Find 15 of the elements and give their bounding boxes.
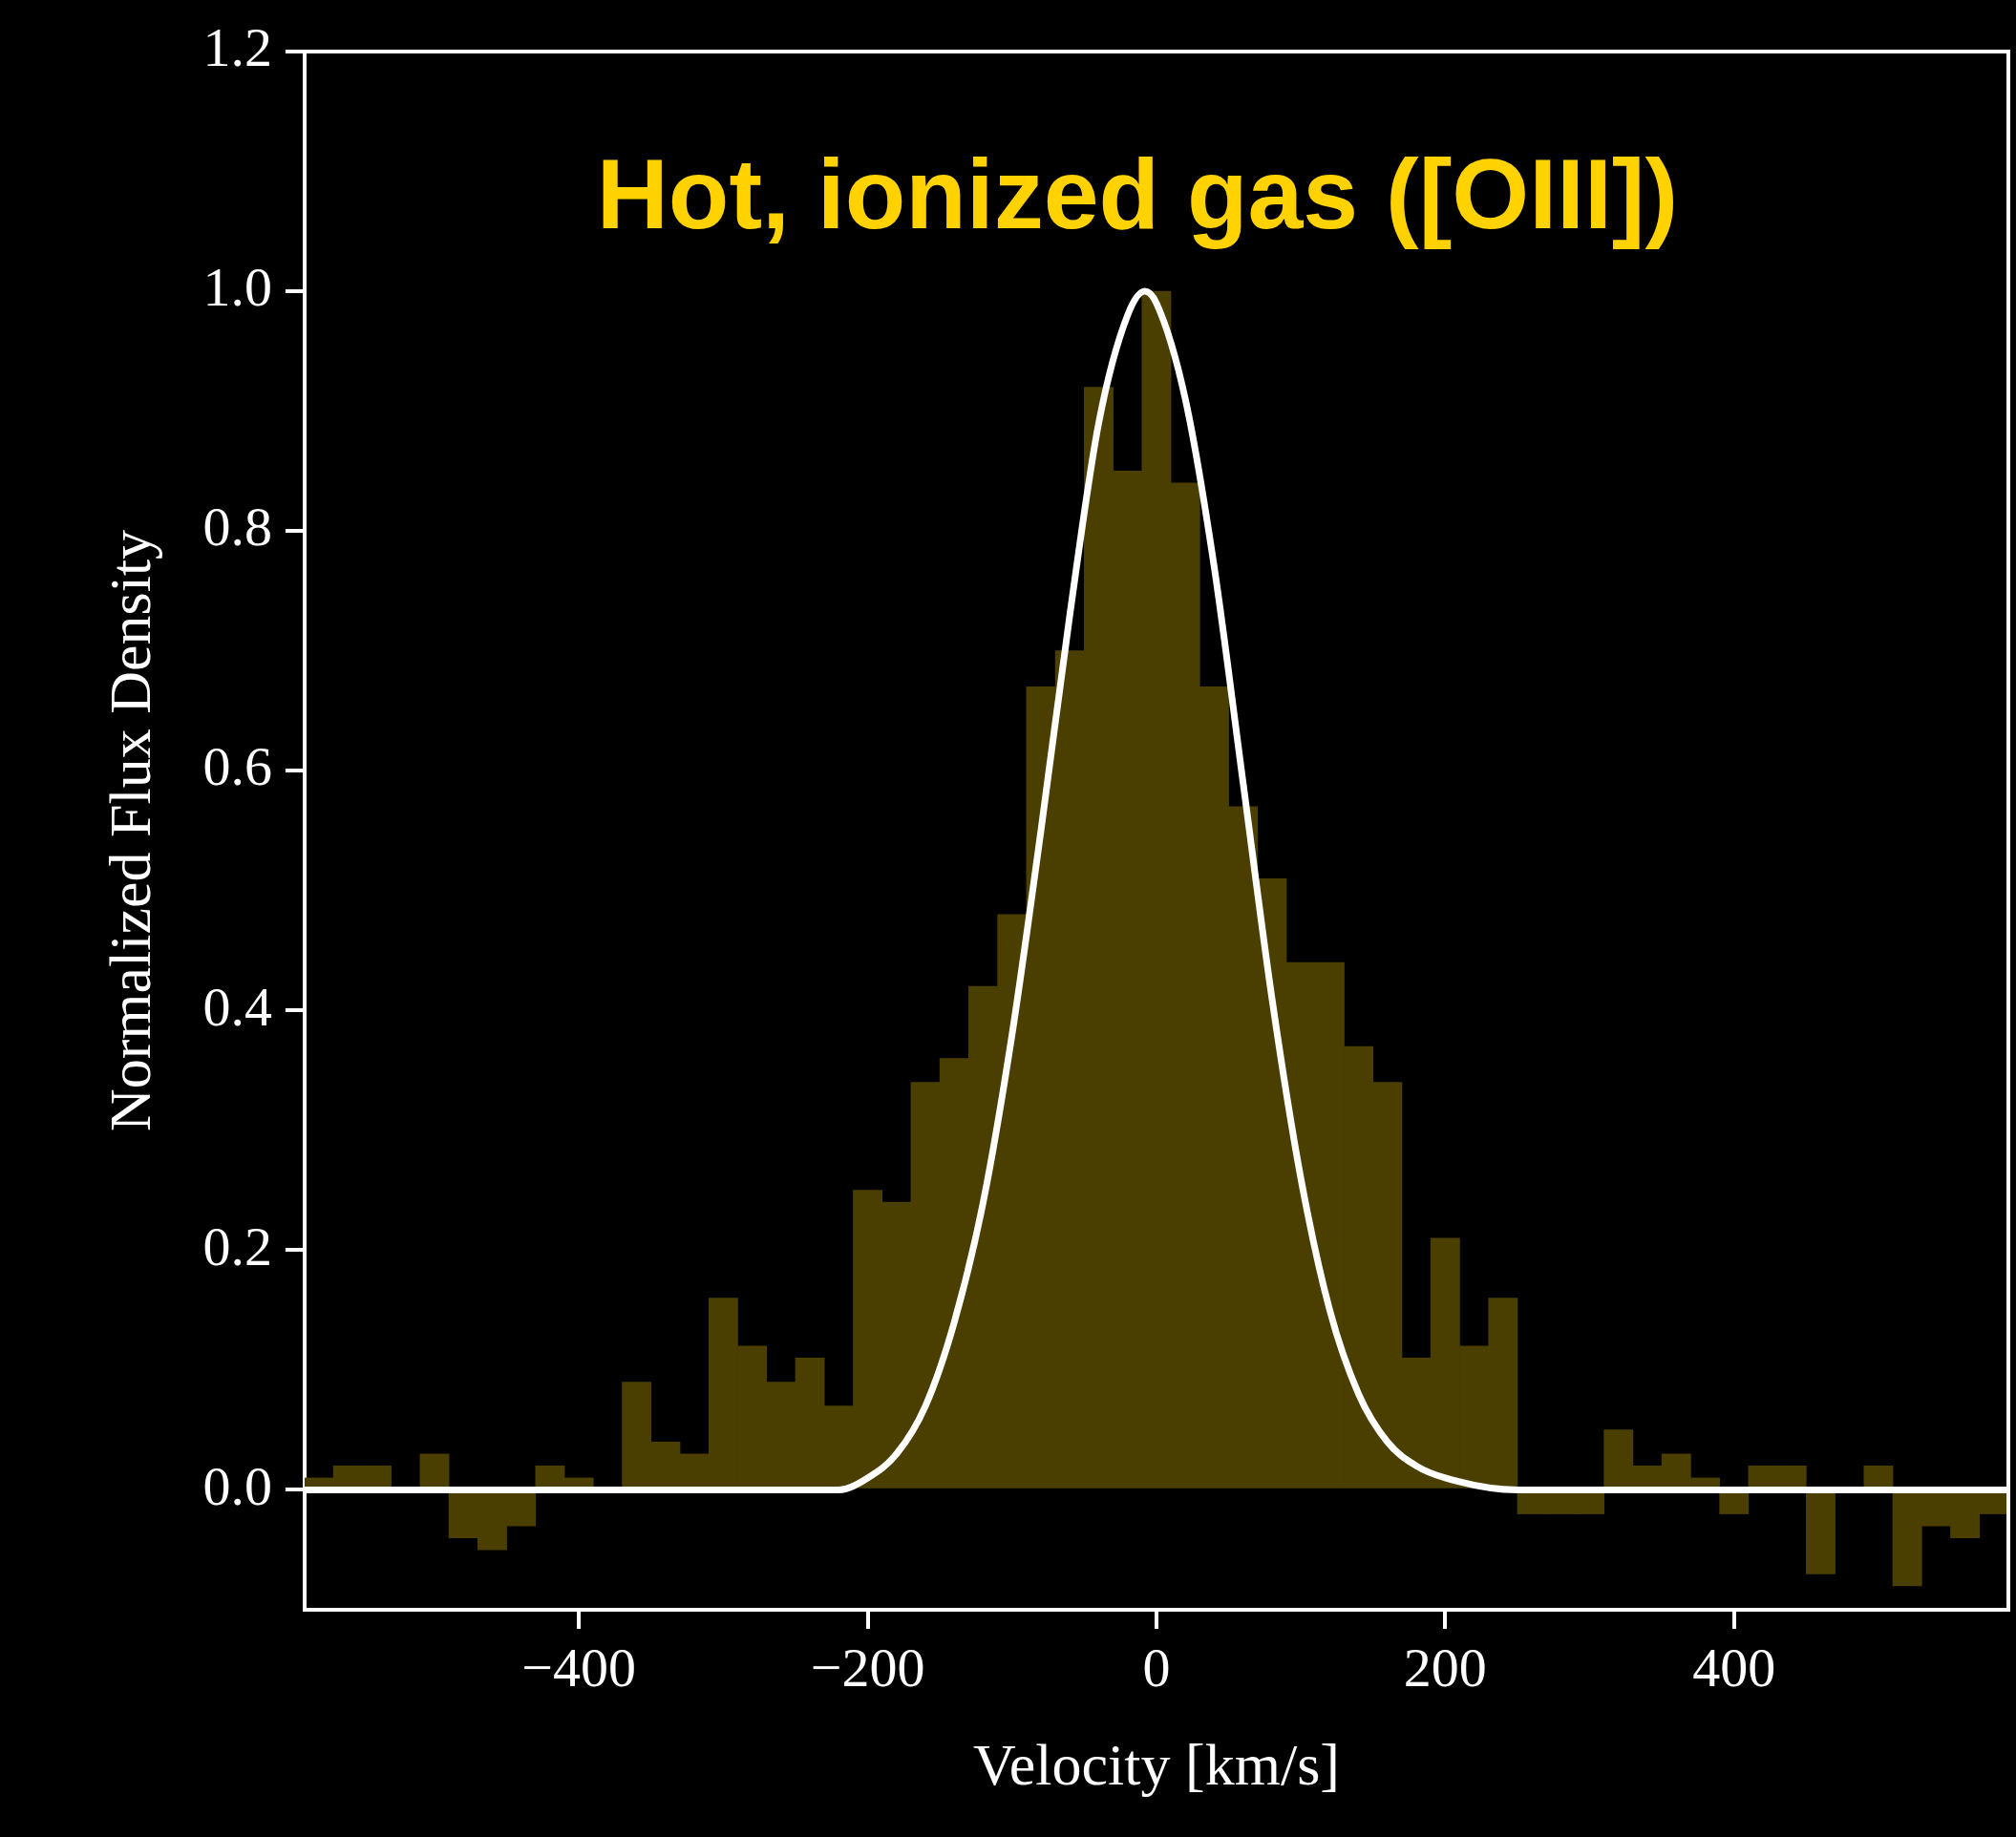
y-tick-label: 0.8 <box>202 496 272 559</box>
y-tick-label: 1.2 <box>202 16 272 79</box>
y-tick-label: 0.2 <box>202 1214 272 1277</box>
text: Hot, ionized gas ([OIII]) <box>596 138 1679 249</box>
y-axis-title: Normalized Flux Density <box>97 529 163 1132</box>
y-tick-label: 0.6 <box>202 735 272 798</box>
x-axis-title: Velocity [km/s] <box>972 1732 1340 1798</box>
y-tick-label: 0.4 <box>202 975 272 1038</box>
x-tick-label: −200 <box>810 1636 925 1700</box>
y-tick-label: 0.0 <box>202 1454 272 1517</box>
y-tick-label: 1.0 <box>202 256 272 319</box>
x-tick-label: 0 <box>1142 1636 1171 1700</box>
x-tick-label: 400 <box>1692 1636 1776 1700</box>
x-tick-label: 200 <box>1403 1636 1487 1700</box>
x-tick-label: −400 <box>521 1636 637 1700</box>
